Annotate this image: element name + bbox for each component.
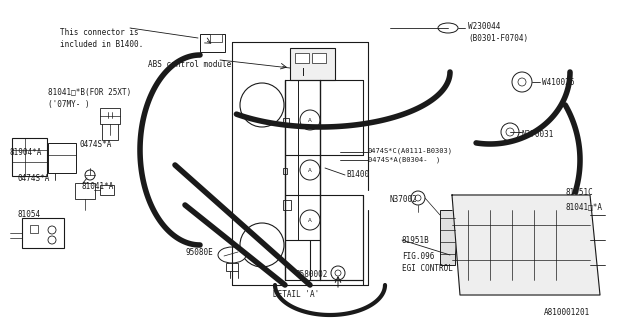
Text: 81041□*A: 81041□*A [566,202,603,211]
Circle shape [85,170,95,180]
Text: DETAIL 'A': DETAIL 'A' [273,290,319,299]
Bar [210,34,222,42]
Bar [283,200,291,210]
Bar [290,48,335,80]
Text: N37002: N37002 [390,195,418,204]
Bar [48,143,76,173]
Text: A: A [308,218,312,222]
Circle shape [518,78,526,86]
Circle shape [512,72,532,92]
Circle shape [335,270,341,276]
Circle shape [501,123,519,141]
Circle shape [300,160,320,180]
Bar [100,185,114,195]
Circle shape [300,110,320,130]
Text: 81041*A: 81041*A [82,182,115,191]
Text: 95080E: 95080E [185,248,212,257]
Text: A810001201: A810001201 [544,308,590,317]
Circle shape [300,210,320,230]
Circle shape [240,83,284,127]
Circle shape [48,226,56,234]
Bar [440,210,455,265]
Text: A: A [308,167,312,172]
Circle shape [331,266,345,280]
Circle shape [240,223,284,267]
Circle shape [506,128,514,136]
Bar [75,183,95,199]
Text: Q580002: Q580002 [296,270,328,279]
Circle shape [415,195,421,201]
Text: 0474S*C(A0111-B0303)
0474S*A(B0304-  ): 0474S*C(A0111-B0303) 0474S*A(B0304- ) [368,148,453,163]
Text: ABS control module: ABS control module [148,60,231,69]
Polygon shape [452,195,600,295]
Text: W230044
(B0301-F0704): W230044 (B0301-F0704) [468,22,528,43]
Ellipse shape [438,23,458,33]
Text: A: A [308,117,312,123]
Bar [312,53,326,63]
Text: 81951B: 81951B [402,236,429,245]
Bar [12,138,47,176]
Text: 81904*A: 81904*A [10,148,42,157]
Bar [295,53,309,63]
Text: FIG.096
EGI CONTROL: FIG.096 EGI CONTROL [402,252,453,273]
Ellipse shape [218,247,246,263]
Text: 0474S*A: 0474S*A [80,140,113,149]
Text: N370031: N370031 [522,130,554,139]
Bar [283,118,289,126]
Text: This connector is
included in B1400.: This connector is included in B1400. [60,28,143,49]
Bar [200,34,225,52]
Bar [102,118,118,140]
Bar [226,263,238,271]
Bar [30,225,38,233]
Text: W410026: W410026 [542,78,574,87]
Circle shape [48,236,56,244]
Circle shape [411,191,425,205]
Text: B1400: B1400 [346,170,369,179]
Bar [22,218,64,248]
Text: 0474S*A: 0474S*A [18,174,51,183]
Text: 81041□*B(FOR 25XT)
('07MY- ): 81041□*B(FOR 25XT) ('07MY- ) [48,88,131,109]
Bar [100,108,120,124]
Text: 81054: 81054 [18,210,41,219]
Bar [283,168,287,174]
Text: 81951C: 81951C [566,188,594,197]
